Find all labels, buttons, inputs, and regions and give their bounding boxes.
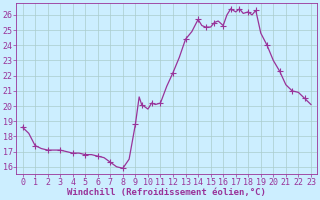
- X-axis label: Windchill (Refroidissement éolien,°C): Windchill (Refroidissement éolien,°C): [67, 188, 266, 197]
